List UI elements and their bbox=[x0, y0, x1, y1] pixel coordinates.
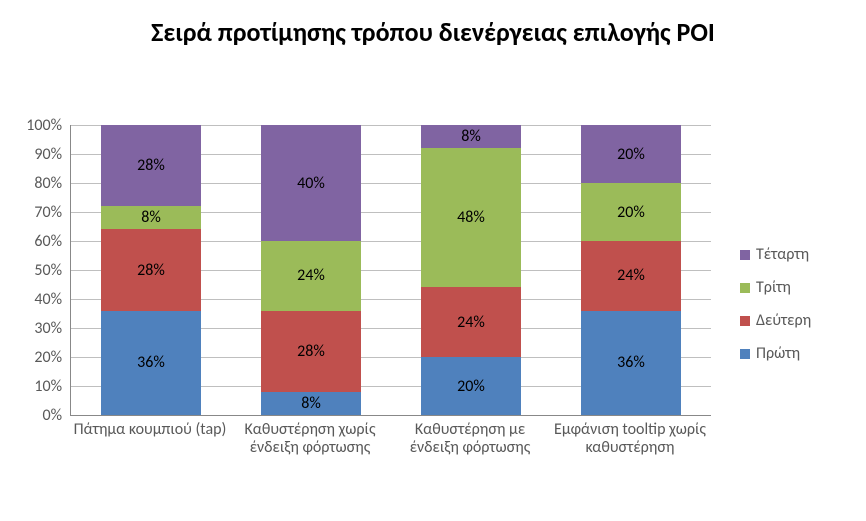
legend: Τέταρτη Τρίτη Δεύτερη Πρώτη bbox=[740, 245, 811, 377]
legend-swatch bbox=[740, 250, 750, 260]
y-tick-label: 50% bbox=[0, 261, 62, 280]
bar-value-label: 24% bbox=[457, 313, 485, 332]
plot-area: 36%28%8%28%8%28%24%40%20%24%48%8%36%24%2… bbox=[70, 125, 711, 416]
bar-value-label: 28% bbox=[297, 342, 325, 361]
bar-value-label: 36% bbox=[617, 353, 645, 372]
bar-segment: 24% bbox=[421, 287, 520, 357]
x-category-label: Καθυστέρηση χωρίς ένδειξη φόρτωσης bbox=[230, 421, 390, 458]
bar-value-label: 20% bbox=[457, 377, 485, 396]
bar-segment: 24% bbox=[261, 241, 360, 311]
bar-group: 8% 28% 24% 40% bbox=[261, 125, 360, 415]
y-tick-label: 100% bbox=[0, 116, 62, 135]
bar-value-label: 48% bbox=[457, 208, 485, 227]
legend-label: Πρώτη bbox=[756, 344, 800, 363]
bar-segment: 8% bbox=[421, 125, 520, 148]
y-tick-label: 90% bbox=[0, 145, 62, 164]
bar-segment: 36% bbox=[581, 311, 680, 415]
bar-value-label: 8% bbox=[141, 208, 161, 227]
bar-value-label: 36% bbox=[137, 353, 165, 372]
bar-segment: 28% bbox=[261, 311, 360, 392]
bar-segment: 48% bbox=[421, 148, 520, 287]
legend-label: Τέταρτη bbox=[756, 245, 809, 264]
y-tick-label: 10% bbox=[0, 377, 62, 396]
bar-segment: 36% bbox=[101, 311, 200, 415]
bar-value-label: 40% bbox=[297, 174, 325, 193]
legend-item: Τρίτη bbox=[740, 278, 811, 297]
y-tick-label: 40% bbox=[0, 290, 62, 309]
bar-value-label: 24% bbox=[617, 266, 645, 285]
bar-segment: 8% bbox=[261, 392, 360, 415]
bar-group: 20% 24% 48% 8% bbox=[421, 125, 520, 415]
bar-value-label: 20% bbox=[617, 145, 645, 164]
legend-swatch bbox=[740, 316, 750, 326]
legend-item: Πρώτη bbox=[740, 344, 811, 363]
bar-segment: 20% bbox=[581, 183, 680, 241]
bar-segment: 28% bbox=[101, 125, 200, 206]
bar-segment: 28% bbox=[101, 229, 200, 310]
chart-container: Σειρά προτίμησης τρόπου διενέργειας επιλ… bbox=[0, 0, 866, 521]
bar-segment: 20% bbox=[581, 125, 680, 183]
bar-segment: 24% bbox=[581, 241, 680, 311]
bar-segment: 20% bbox=[421, 357, 520, 415]
bar-value-label: 20% bbox=[617, 203, 645, 222]
bar-value-label: 8% bbox=[301, 394, 321, 413]
bar-value-label: 24% bbox=[297, 266, 325, 285]
y-tick-label: 70% bbox=[0, 203, 62, 222]
y-tick-label: 30% bbox=[0, 319, 62, 338]
bar-group: 36% 24% 20% 20% bbox=[581, 125, 680, 415]
bar-value-label: 8% bbox=[461, 127, 481, 146]
x-category-label: Εμφάνιση tooltip χωρίς καθυστέρηση bbox=[550, 421, 710, 458]
legend-label: Τρίτη bbox=[756, 278, 791, 297]
bar-segment: 40% bbox=[261, 125, 360, 241]
legend-label: Δεύτερη bbox=[756, 311, 811, 330]
bar-segment: 8% bbox=[101, 206, 200, 229]
x-category-label: Καθυστέρηση με ένδειξη φόρτωσης bbox=[390, 421, 550, 458]
bar-value-label: 28% bbox=[137, 261, 165, 280]
y-tick-label: 80% bbox=[0, 174, 62, 193]
chart-title: Σειρά προτίμησης τρόπου διενέργειας επιλ… bbox=[0, 18, 866, 48]
legend-item: Δεύτερη bbox=[740, 311, 811, 330]
legend-swatch bbox=[740, 349, 750, 359]
bar-value-label: 28% bbox=[137, 156, 165, 175]
x-category-label: Πάτημα κουμπιού (tap) bbox=[70, 421, 230, 439]
y-tick-label: 0% bbox=[0, 406, 62, 425]
legend-swatch bbox=[740, 283, 750, 293]
y-tick-label: 20% bbox=[0, 348, 62, 367]
bar-group: 36% 28% 8% 28% bbox=[101, 125, 200, 415]
y-tick-label: 60% bbox=[0, 232, 62, 251]
legend-item: Τέταρτη bbox=[740, 245, 811, 264]
